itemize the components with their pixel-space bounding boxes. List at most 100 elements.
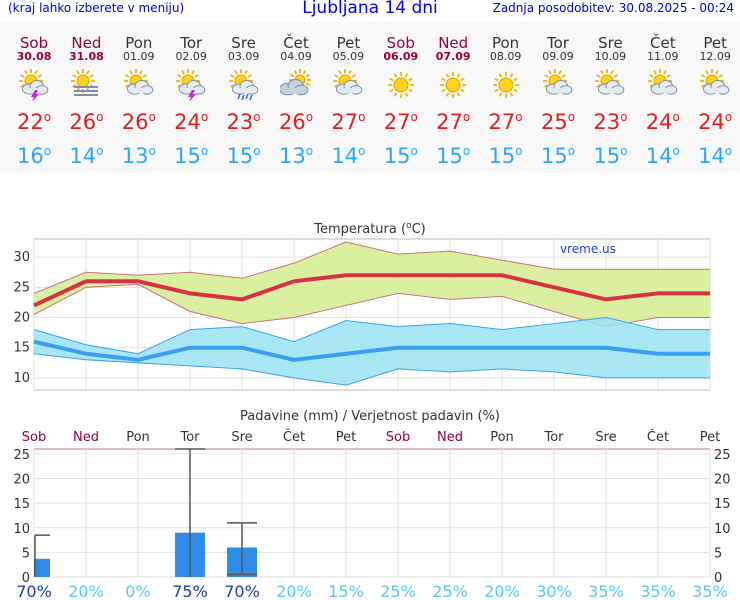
max-range-band <box>34 242 710 327</box>
sun-icon <box>387 72 414 98</box>
sun-icon <box>440 72 467 98</box>
day-column: Čet 11.09 24o 14o <box>637 22 689 172</box>
day-column: Sre 10.09 23o 15o <box>584 22 636 172</box>
day-column: Tor 09.09 25o 15o <box>532 22 584 172</box>
y-tick-label: 25 <box>13 280 30 295</box>
x-category-label: Ned <box>437 430 463 445</box>
x-category-label: Pet <box>336 430 356 445</box>
min-temperature: 15o <box>174 144 209 168</box>
day-column: Pon 01.09 26o 13o <box>113 22 165 172</box>
x-category-label: Pon <box>490 430 514 445</box>
x-category-label: Tor <box>543 430 564 445</box>
max-temperature: 27o <box>436 110 471 134</box>
y-tick-label: 10 <box>13 371 30 386</box>
sun-cloud-icon <box>595 69 625 95</box>
max-temperature: 24o <box>698 110 733 134</box>
precipitation-chart: Padavine (mm) / Verjetnost padavin (%) 0 0… <box>13 409 731 600</box>
x-category-label: Čet <box>647 429 669 445</box>
precipitation-chart-title: Padavine (mm) / Verjetnost padavin (%) <box>240 409 500 424</box>
day-name: Sob <box>386 34 415 52</box>
sun-cloud-icon <box>543 69 573 95</box>
sun-cloud-icon <box>647 69 678 95</box>
day-date: 08.09 <box>489 50 522 63</box>
day-column: Čet 04.09 26o 13o <box>270 22 322 172</box>
max-range-upper-line <box>33 241 710 294</box>
y-tick-label: 0 <box>22 571 30 586</box>
day-date: 12.09 <box>699 50 731 63</box>
precipitation-probability: 35% <box>640 582 676 600</box>
day-date: 01.09 <box>123 50 155 63</box>
y-tick-label: 25 <box>13 448 30 463</box>
day-name: Pet <box>336 34 361 52</box>
day-name: Ned <box>438 34 469 52</box>
y-tick-label-right: 0 <box>714 571 722 586</box>
sun-fog-icon <box>71 69 99 96</box>
day-date: 06.09 <box>383 50 419 63</box>
day-date: 07.09 <box>435 50 471 63</box>
day-name: Pon <box>125 34 153 52</box>
min-temperature: 14o <box>69 144 104 168</box>
x-category-label: Ned <box>73 430 99 445</box>
precipitation-probability: 20% <box>276 582 312 600</box>
max-temperature: 27o <box>488 110 523 134</box>
x-category-label: Sre <box>595 430 616 445</box>
last-updated: Zadnja posodobitev: 30.08.2025 - 00:24 <box>492 1 734 15</box>
max-temperature: 24o <box>645 110 680 134</box>
y-tick-label: 15 <box>13 497 30 512</box>
x-category-label: Sob <box>22 430 46 445</box>
day-column: Ned 31.08 26o 14o <box>60 22 112 172</box>
min-temperature: 14o <box>698 144 733 168</box>
x-category-label: Sob <box>386 430 410 445</box>
day-name: Tor <box>180 34 203 52</box>
max-temperature: 22o <box>16 110 52 134</box>
day-name: Sre <box>598 34 623 52</box>
day-name: Ned <box>71 34 102 52</box>
x-category-label: Tor <box>179 430 200 445</box>
min-temperature: 16o <box>16 144 52 168</box>
y-tick-label: 5 <box>22 546 30 561</box>
x-category-label: Pet <box>700 430 720 445</box>
day-name: Čet <box>650 34 676 52</box>
min-temperature: 15o <box>593 144 628 168</box>
sun-cloud-rain-icon <box>228 69 258 101</box>
y-tick-label: 20 <box>13 311 30 326</box>
y-tick-label-right: 5 <box>714 546 722 561</box>
day-date: 09.09 <box>542 50 574 63</box>
precipitation-probability: 20% <box>68 582 104 600</box>
max-temperature: 26o <box>121 110 156 134</box>
menu-hint: (kraj lahko izberete v meniju) <box>8 1 185 15</box>
precipitation-probability: 20% <box>484 582 520 600</box>
x-category-label: Sre <box>231 430 252 445</box>
watermark: vreme.us <box>560 242 616 256</box>
min-temperature: 15o <box>226 144 261 168</box>
precipitation-probability: 35% <box>692 582 728 600</box>
x-category-label: Čet <box>283 429 305 445</box>
precipitation-probability: 35% <box>588 582 624 600</box>
y-tick-label-right: 15 <box>714 497 731 512</box>
y-tick-label-right: 10 <box>714 522 731 537</box>
max-temperature: 27o <box>383 110 418 134</box>
sun-cloud-thunder-icon <box>19 69 49 101</box>
max-temperature: 25o <box>540 110 576 134</box>
day-date: 05.09 <box>332 50 365 63</box>
y-tick-label: 15 <box>13 341 30 356</box>
max-temperature: 23o <box>226 110 261 134</box>
day-column: Pet 05.09 27o 14o <box>322 22 374 172</box>
day-name: Sre <box>231 34 256 52</box>
y-tick-label: 10 <box>13 522 30 537</box>
precipitation-probability: 0% <box>125 582 150 600</box>
precipitation-probability: 70% <box>224 582 260 600</box>
day-date: 30.08 <box>16 50 52 63</box>
y-tick-label-right: 20 <box>714 473 731 488</box>
min-temperature: 14o <box>331 144 366 168</box>
min-temperature-line <box>33 339 710 362</box>
precipitation-probability: 25% <box>432 582 468 600</box>
day-column: Sre 03.09 23o 15o <box>218 22 270 172</box>
min-temperature: 15o <box>383 144 418 168</box>
sun-icon <box>492 72 519 98</box>
precipitation-probability: 75% <box>172 582 208 600</box>
y-tick-label-right: 25 <box>714 448 731 463</box>
day-date: 11.09 <box>647 50 679 63</box>
day-column: Ned 07.09 27o 15o <box>427 22 479 172</box>
min-range-upper-line <box>33 317 710 355</box>
